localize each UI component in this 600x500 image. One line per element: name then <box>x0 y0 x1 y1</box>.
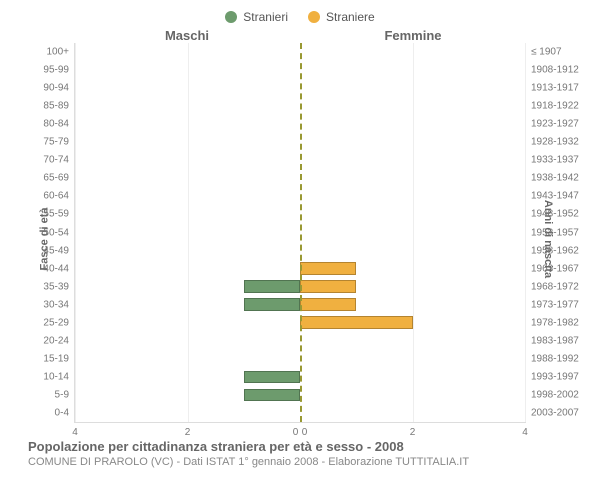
gridline <box>525 43 526 422</box>
y-tick-birth: 1933-1937 <box>531 155 579 166</box>
y-tick-age: 60-64 <box>43 191 69 202</box>
x-tick: 0 <box>293 427 299 438</box>
y-tick-age: 20-24 <box>43 335 69 346</box>
y-tick-age: 25-29 <box>43 317 69 328</box>
gridline <box>75 43 76 422</box>
y-tick-birth: 1958-1962 <box>531 245 579 256</box>
y-tick-birth: 1908-1912 <box>531 65 579 76</box>
y-tick-birth: 1938-1942 <box>531 173 579 184</box>
y-tick-age: 5-9 <box>55 389 69 400</box>
bar-male <box>244 298 300 311</box>
legend: Stranieri Straniere <box>14 10 586 24</box>
x-tick: 2 <box>185 427 191 438</box>
plot: Fasce di età Anni di nascita 420024100+≤… <box>74 43 526 423</box>
y-tick-birth: 1913-1917 <box>531 83 579 94</box>
center-divider <box>300 43 302 422</box>
bar-male <box>244 371 300 384</box>
y-tick-age: 80-84 <box>43 119 69 130</box>
x-tick: 4 <box>72 427 78 438</box>
legend-label-male: Stranieri <box>243 10 288 24</box>
population-pyramid-chart: Stranieri Straniere Maschi Femmine Fasce… <box>0 0 600 500</box>
chart-title: Popolazione per cittadinanza straniera p… <box>28 439 572 454</box>
legend-item-female: Straniere <box>308 10 375 24</box>
column-titles: Maschi Femmine <box>74 28 526 43</box>
gridline <box>188 43 189 422</box>
y-tick-birth: 1953-1957 <box>531 227 579 238</box>
y-tick-birth: 1983-1987 <box>531 335 579 346</box>
y-tick-age: 95-99 <box>43 65 69 76</box>
legend-item-male: Stranieri <box>225 10 288 24</box>
y-tick-birth: ≤ 1907 <box>531 47 562 58</box>
y-tick-age: 15-19 <box>43 353 69 364</box>
y-tick-birth: 1928-1932 <box>531 137 579 148</box>
legend-swatch-female <box>308 11 320 23</box>
x-tick: 2 <box>410 427 416 438</box>
y-tick-age: 0-4 <box>55 407 69 418</box>
y-tick-age: 50-54 <box>43 227 69 238</box>
bar-male <box>244 389 300 402</box>
y-tick-age: 40-44 <box>43 263 69 274</box>
plot-area: Fasce di età Anni di nascita 420024100+≤… <box>14 43 586 423</box>
y-tick-age: 65-69 <box>43 173 69 184</box>
column-title-male: Maschi <box>74 28 300 43</box>
y-tick-age: 45-49 <box>43 245 69 256</box>
column-title-female: Femmine <box>300 28 526 43</box>
y-tick-birth: 1923-1927 <box>531 119 579 130</box>
y-tick-age: 100+ <box>46 47 69 58</box>
bar-male <box>244 280 300 293</box>
y-tick-birth: 1963-1967 <box>531 263 579 274</box>
y-tick-age: 35-39 <box>43 281 69 292</box>
y-tick-birth: 1993-1997 <box>531 371 579 382</box>
y-tick-age: 75-79 <box>43 137 69 148</box>
y-tick-birth: 1918-1922 <box>531 101 579 112</box>
y-tick-age: 10-14 <box>43 371 69 382</box>
y-tick-birth: 2003-2007 <box>531 407 579 418</box>
bar-female <box>300 262 356 275</box>
y-tick-birth: 1973-1977 <box>531 299 579 310</box>
bar-female <box>300 316 413 329</box>
y-tick-age: 90-94 <box>43 83 69 94</box>
x-tick: 4 <box>522 427 528 438</box>
chart-footer: Popolazione per cittadinanza straniera p… <box>28 439 572 468</box>
y-tick-birth: 1988-1992 <box>531 353 579 364</box>
y-tick-birth: 1948-1952 <box>531 209 579 220</box>
y-tick-age: 30-34 <box>43 299 69 310</box>
y-tick-age: 70-74 <box>43 155 69 166</box>
x-tick: 0 <box>302 427 308 438</box>
bar-female <box>300 280 356 293</box>
y-tick-birth: 1943-1947 <box>531 191 579 202</box>
y-tick-birth: 1998-2002 <box>531 389 579 400</box>
y-tick-age: 85-89 <box>43 101 69 112</box>
gridline <box>413 43 414 422</box>
legend-label-female: Straniere <box>326 10 375 24</box>
chart-subtitle: COMUNE DI PRAROLO (VC) - Dati ISTAT 1° g… <box>28 456 572 468</box>
bar-female <box>300 298 356 311</box>
y-tick-age: 55-59 <box>43 209 69 220</box>
y-tick-birth: 1978-1982 <box>531 317 579 328</box>
legend-swatch-male <box>225 11 237 23</box>
y-tick-birth: 1968-1972 <box>531 281 579 292</box>
